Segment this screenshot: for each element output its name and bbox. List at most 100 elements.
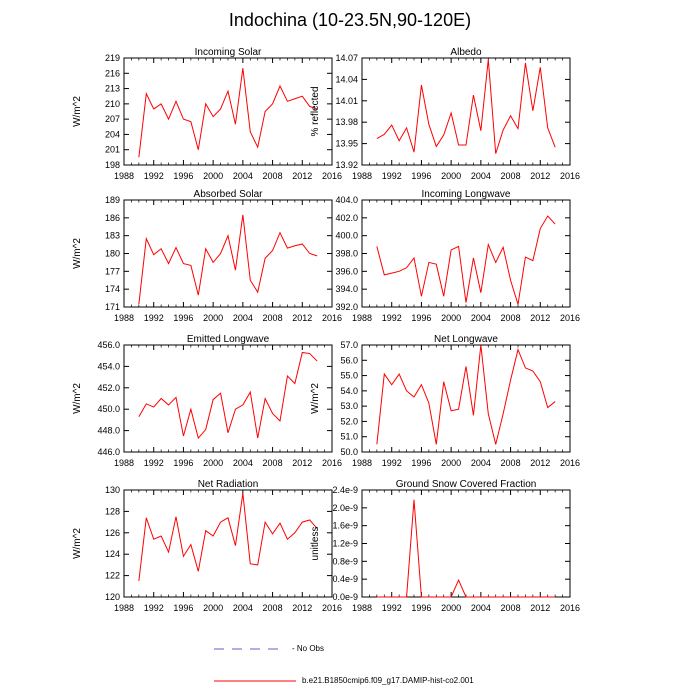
x-tick-label: 2016 [322, 458, 342, 468]
x-tick-label: 2012 [292, 603, 312, 613]
y-tick-label: 0.8e-9 [332, 556, 358, 566]
x-tick-label: 2000 [441, 458, 461, 468]
x-tick-label: 2000 [441, 313, 461, 323]
x-tick-label: 2008 [501, 458, 521, 468]
y-tick-label: 14.04 [335, 74, 358, 84]
plot-frame [123, 489, 333, 598]
x-tick-label: 2000 [203, 171, 223, 181]
series-line [138, 214, 318, 305]
y-tick-label: 186 [105, 213, 120, 223]
y-tick-label: 52.0 [340, 416, 358, 426]
x-tick-label: 2000 [203, 313, 223, 323]
x-tick-label: 1992 [382, 458, 402, 468]
plot-frame [361, 489, 571, 598]
x-tick-label: 1996 [411, 313, 431, 323]
y-tick-label: 452.0 [97, 383, 120, 393]
x-tick-label: 2000 [203, 458, 223, 468]
y-tick-label: 448.0 [97, 426, 120, 436]
panel-title: Ground Snow Covered Fraction [396, 479, 537, 490]
legend-swatch-dashed [214, 648, 286, 649]
x-tick-label: 2012 [530, 603, 550, 613]
x-tick-label: 2016 [560, 458, 580, 468]
x-tick-label: 2012 [530, 171, 550, 181]
x-tick-label: 1988 [352, 171, 372, 181]
x-tick-label: 1992 [144, 313, 164, 323]
y-axis-label: W/m^2 [72, 96, 83, 127]
x-tick-label: 2004 [471, 171, 491, 181]
x-tick-label: 2000 [203, 603, 223, 613]
series-line [138, 351, 318, 440]
y-tick-label: 1.6e-9 [332, 521, 358, 531]
plot-frame [123, 57, 333, 166]
plot-frame [361, 344, 571, 453]
x-tick-label: 1996 [173, 603, 193, 613]
y-tick-label: 51.0 [340, 432, 358, 442]
x-tick-label: 1996 [411, 603, 431, 613]
y-tick-label: 446.0 [97, 447, 120, 457]
y-tick-label: 398.0 [335, 249, 358, 259]
x-tick-label: 2012 [292, 171, 312, 181]
x-tick-label: 1992 [382, 313, 402, 323]
x-tick-label: 2012 [530, 458, 550, 468]
x-tick-label: 1988 [114, 313, 134, 323]
y-tick-label: 213 [105, 84, 120, 94]
legend-item-model: b.e21.B1850cmip6.f09_g17.DAMIP-hist-co2.… [214, 676, 474, 685]
x-tick-label: 2000 [441, 171, 461, 181]
y-tick-label: 396.0 [335, 266, 358, 276]
legend-item-no-obs: - No Obs [214, 644, 324, 653]
y-tick-label: 122 [105, 571, 120, 581]
x-tick-label: 2004 [471, 603, 491, 613]
x-tick-label: 1996 [411, 458, 431, 468]
y-tick-label: 55.0 [340, 371, 358, 381]
series-line [376, 59, 556, 154]
x-tick-label: 1988 [352, 458, 372, 468]
y-tick-label: 456.0 [97, 340, 120, 350]
y-tick-label: 50.0 [340, 447, 358, 457]
x-tick-label: 2012 [292, 313, 312, 323]
x-tick-label: 2008 [501, 603, 521, 613]
y-tick-label: 13.95 [335, 139, 358, 149]
y-tick-label: 183 [105, 231, 120, 241]
y-tick-label: 210 [105, 99, 120, 109]
y-tick-label: 174 [105, 284, 120, 294]
x-tick-label: 2004 [471, 458, 491, 468]
x-tick-label: 1992 [382, 603, 402, 613]
series-line [376, 499, 556, 598]
y-tick-label: 54.0 [340, 386, 358, 396]
x-tick-label: 1992 [382, 171, 402, 181]
x-tick-label: 2016 [322, 171, 342, 181]
x-tick-label: 2008 [501, 171, 521, 181]
series-line [376, 215, 556, 305]
x-tick-label: 1996 [173, 458, 193, 468]
y-tick-label: 126 [105, 528, 120, 538]
x-tick-label: 2008 [263, 458, 283, 468]
x-tick-label: 1988 [352, 313, 372, 323]
y-tick-label: 53.0 [340, 401, 358, 411]
legend-label: b.e21.B1850cmip6.f09_g17.DAMIP-hist-co2.… [302, 676, 474, 685]
y-tick-label: 177 [105, 266, 120, 276]
x-tick-label: 1996 [411, 171, 431, 181]
x-tick-label: 1996 [173, 171, 193, 181]
y-tick-label: 14.07 [335, 53, 358, 63]
x-tick-label: 2012 [530, 313, 550, 323]
x-tick-label: 2008 [263, 603, 283, 613]
y-tick-label: 189 [105, 195, 120, 205]
y-tick-label: 404.0 [335, 195, 358, 205]
panel-title: Emitted Longwave [187, 334, 270, 345]
plot-frame [361, 199, 571, 308]
y-tick-label: 0.4e-9 [332, 574, 358, 584]
x-tick-label: 2004 [471, 313, 491, 323]
y-axis-label: W/m^2 [72, 238, 83, 269]
x-tick-label: 2004 [233, 458, 253, 468]
y-tick-label: 13.98 [335, 117, 358, 127]
x-tick-label: 1996 [173, 313, 193, 323]
x-tick-label: 2012 [292, 458, 312, 468]
y-tick-label: 128 [105, 506, 120, 516]
x-tick-label: 2000 [441, 603, 461, 613]
y-axis-label: unitless [310, 527, 321, 561]
y-tick-label: 1.2e-9 [332, 539, 358, 549]
y-tick-label: 207 [105, 114, 120, 124]
panel-title: Net Longwave [434, 334, 498, 345]
x-tick-label: 2004 [233, 171, 253, 181]
